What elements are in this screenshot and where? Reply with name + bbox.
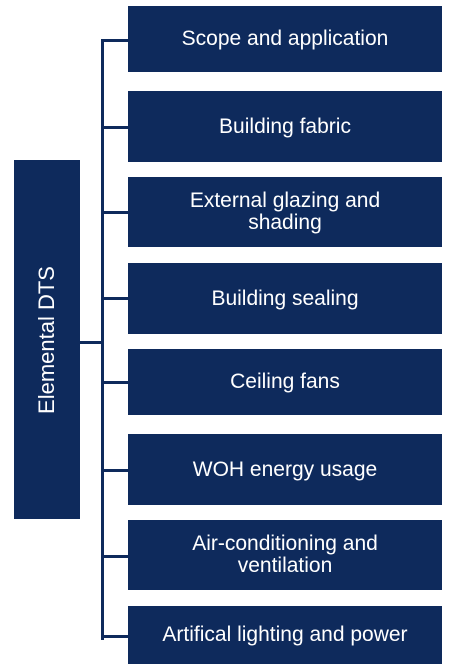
child-node-list: Scope and application Building fabric Ex… — [101, 0, 458, 670]
child-node-artifical-lighting-and-power: Artifical lighting and power — [128, 606, 442, 664]
branch-connector — [101, 211, 128, 214]
child-node-woh-energy-usage: WOH energy usage — [128, 434, 442, 505]
child-node-air-conditioning-and-ventilation: Air-conditioning and ventilation — [128, 520, 442, 590]
branch-connector — [101, 39, 128, 42]
child-node-building-sealing: Building sealing — [128, 263, 442, 334]
branch-connector — [101, 297, 128, 300]
root-connector — [80, 341, 104, 344]
child-node-external-glazing-and-shading: External glazing and shading — [128, 177, 442, 247]
root-node-label: Elemental DTS — [34, 265, 59, 414]
child-node-scope-and-application: Scope and application — [128, 6, 442, 72]
root-node: Elemental DTS — [14, 160, 80, 519]
trunk-connector — [101, 40, 104, 640]
child-node-building-fabric: Building fabric — [128, 91, 442, 162]
branch-connector — [101, 469, 128, 472]
child-node-ceiling-fans: Ceiling fans — [128, 349, 442, 415]
branch-connector — [101, 126, 128, 129]
branch-connector — [101, 635, 128, 638]
branch-connector — [101, 555, 128, 558]
branch-connector — [101, 381, 128, 384]
